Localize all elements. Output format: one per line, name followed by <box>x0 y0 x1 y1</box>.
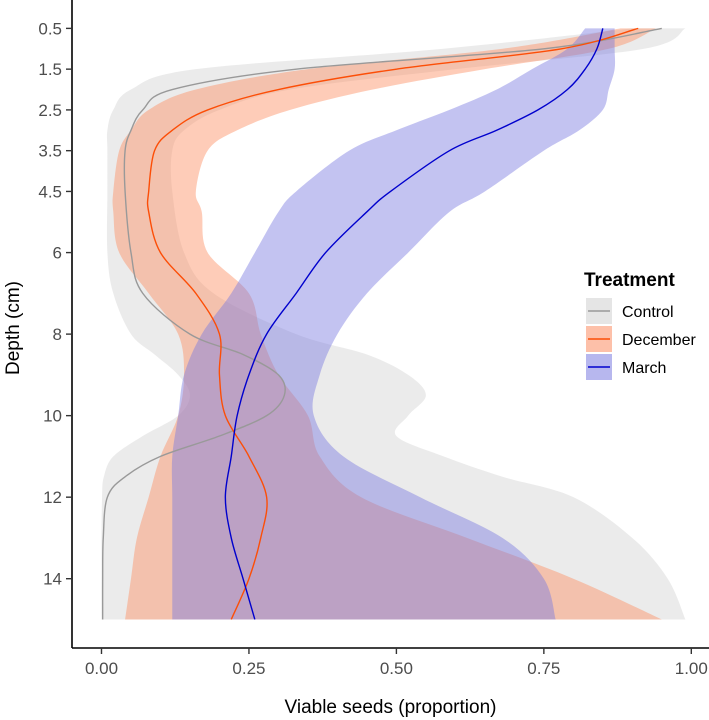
legend-label-control: Control <box>622 304 674 321</box>
y-tick-label: 2.5 <box>38 101 62 120</box>
x-tick-label: 0.25 <box>232 659 265 678</box>
y-ticks: 0.5 1.5 2.5 3.5 4.5 6 8 10 12 14 <box>38 19 72 589</box>
band-march <box>171 28 616 620</box>
x-tick-label: 0.00 <box>85 659 118 678</box>
legend: Treatment Control December March <box>584 270 696 380</box>
y-tick-label: 6 <box>53 244 62 263</box>
legend-title: Treatment <box>584 270 675 291</box>
line-december <box>146 27 639 620</box>
y-tick-label: 12 <box>43 488 62 507</box>
x-tick-label: 1.00 <box>675 659 708 678</box>
axes <box>71 0 709 649</box>
band-control <box>101 28 686 620</box>
legend-label-march: March <box>622 360 666 377</box>
confidence-bands <box>101 28 686 620</box>
y-tick-label: 10 <box>43 407 62 426</box>
y-tick-label: 3.5 <box>38 142 62 161</box>
x-tick-label: 0.50 <box>380 659 413 678</box>
x-ticks: 0.00 0.25 0.50 0.75 1.00 <box>85 648 708 678</box>
line-march <box>224 28 604 620</box>
line-control <box>101 27 662 620</box>
x-tick-label: 0.75 <box>527 659 560 678</box>
y-tick-label: 0.5 <box>38 19 62 38</box>
x-axis-title: Viable seeds (proportion) <box>285 697 497 718</box>
y-tick-label: 14 <box>43 570 62 589</box>
y-tick-label: 8 <box>53 325 62 344</box>
y-axis-title: Depth (cm) <box>3 281 24 375</box>
y-tick-label: 4.5 <box>38 182 62 201</box>
band-december <box>112 28 662 620</box>
y-tick-label: 1.5 <box>38 60 62 79</box>
legend-label-december: December <box>622 332 696 349</box>
series-lines <box>101 27 662 620</box>
